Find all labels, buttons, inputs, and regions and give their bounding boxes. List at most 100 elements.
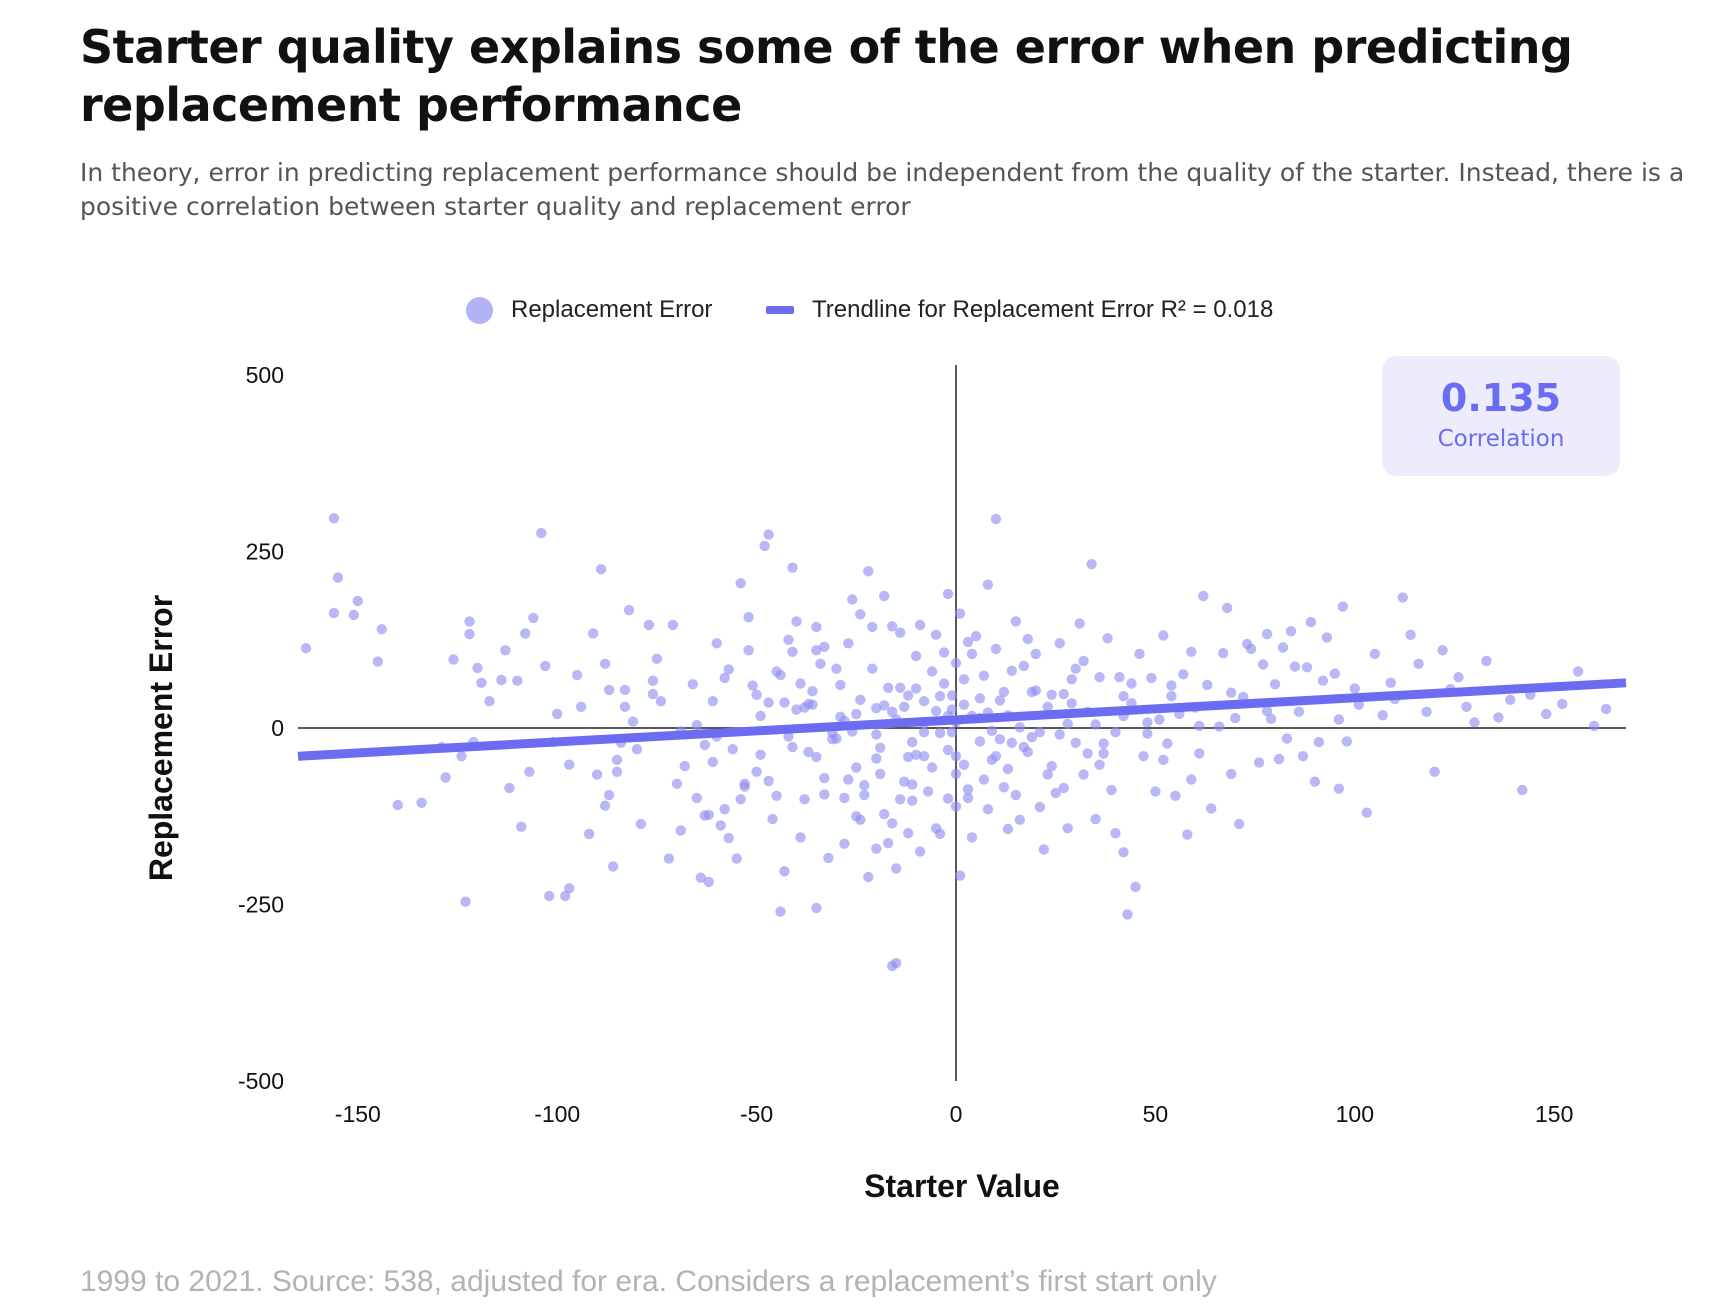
legend-item-trendline[interactable]: Trendline for Replacement Error R² = 0.0… — [766, 292, 1273, 328]
data-point — [675, 825, 686, 836]
data-point — [587, 628, 599, 639]
data-point — [1230, 712, 1241, 724]
data-point — [392, 799, 403, 811]
data-point — [723, 832, 734, 844]
data-point — [871, 753, 882, 764]
data-point — [887, 621, 898, 632]
data-point — [1094, 672, 1105, 683]
data-point — [879, 808, 890, 820]
data-point — [1572, 666, 1584, 677]
data-point — [1098, 738, 1109, 749]
data-point — [1194, 748, 1205, 759]
data-point — [871, 729, 882, 740]
data-point — [851, 762, 862, 773]
data-point — [958, 759, 970, 770]
data-point — [476, 677, 487, 688]
data-point — [1042, 769, 1053, 780]
data-point — [899, 701, 910, 712]
data-point — [460, 896, 471, 907]
data-point — [891, 957, 902, 969]
data-point — [703, 876, 714, 888]
legend-label-scatter: Replacement Error — [511, 296, 713, 323]
data-point — [1110, 727, 1121, 738]
data-point — [1062, 718, 1073, 729]
data-point — [1090, 719, 1101, 730]
data-point — [1413, 658, 1424, 669]
data-point — [464, 616, 475, 627]
data-point — [707, 696, 718, 707]
data-point — [520, 628, 531, 639]
data-point — [1118, 691, 1129, 702]
data-point — [755, 749, 766, 760]
data-point — [1349, 683, 1361, 694]
legend-marker-dot — [466, 296, 493, 324]
data-point — [755, 710, 766, 722]
data-point — [879, 590, 890, 602]
data-point — [1178, 669, 1189, 680]
data-point — [1194, 720, 1205, 732]
data-point — [994, 695, 1006, 706]
data-point — [719, 804, 730, 815]
data-point — [934, 691, 946, 702]
data-point — [835, 679, 846, 691]
data-point — [1600, 703, 1612, 715]
data-point — [763, 529, 774, 540]
data-point — [1317, 675, 1329, 686]
data-point — [699, 739, 710, 751]
y-tick-label: 500 — [246, 362, 284, 388]
data-point — [1158, 630, 1169, 641]
data-point — [779, 866, 790, 877]
data-point — [767, 813, 778, 825]
data-point — [907, 779, 918, 790]
data-point — [891, 863, 902, 874]
data-point — [950, 657, 962, 669]
data-point — [998, 782, 1010, 793]
data-point — [1289, 661, 1301, 672]
data-point — [1006, 737, 1017, 748]
data-point — [1146, 672, 1157, 684]
data-point — [1261, 705, 1273, 717]
data-point — [990, 643, 1002, 655]
data-point — [1162, 738, 1173, 749]
data-point — [1066, 698, 1077, 709]
data-point — [651, 653, 663, 664]
x-tick-label: 50 — [1143, 1101, 1169, 1127]
data-point — [1154, 714, 1165, 725]
data-point — [875, 768, 886, 780]
data-point — [516, 821, 527, 832]
data-point — [875, 742, 886, 753]
data-point — [1206, 803, 1217, 814]
data-point — [978, 774, 990, 785]
data-point — [1134, 648, 1145, 660]
data-point — [1142, 728, 1153, 739]
data-point — [1313, 736, 1325, 748]
data-point — [739, 781, 750, 792]
data-point — [851, 811, 862, 822]
data-point — [691, 720, 702, 731]
data-point — [1030, 648, 1042, 660]
data-point — [867, 621, 878, 633]
data-point — [922, 786, 934, 797]
data-point — [372, 656, 383, 667]
data-point — [1305, 616, 1317, 628]
data-point — [715, 820, 726, 831]
data-point — [934, 727, 946, 739]
data-point — [895, 682, 906, 693]
data-point — [671, 778, 683, 789]
data-point — [544, 890, 555, 902]
data-point — [619, 701, 631, 712]
data-point — [1034, 727, 1046, 738]
data-point — [1006, 665, 1017, 676]
data-point — [328, 513, 340, 524]
data-point — [982, 804, 994, 815]
data-point — [695, 872, 706, 883]
data-point — [735, 578, 746, 589]
data-point — [998, 686, 1010, 698]
data-point — [1022, 746, 1033, 758]
data-point — [1070, 663, 1081, 674]
data-point — [663, 853, 675, 864]
legend-item-scatter[interactable]: Replacement Error — [466, 292, 712, 328]
data-point — [926, 762, 938, 773]
data-point — [910, 749, 922, 760]
